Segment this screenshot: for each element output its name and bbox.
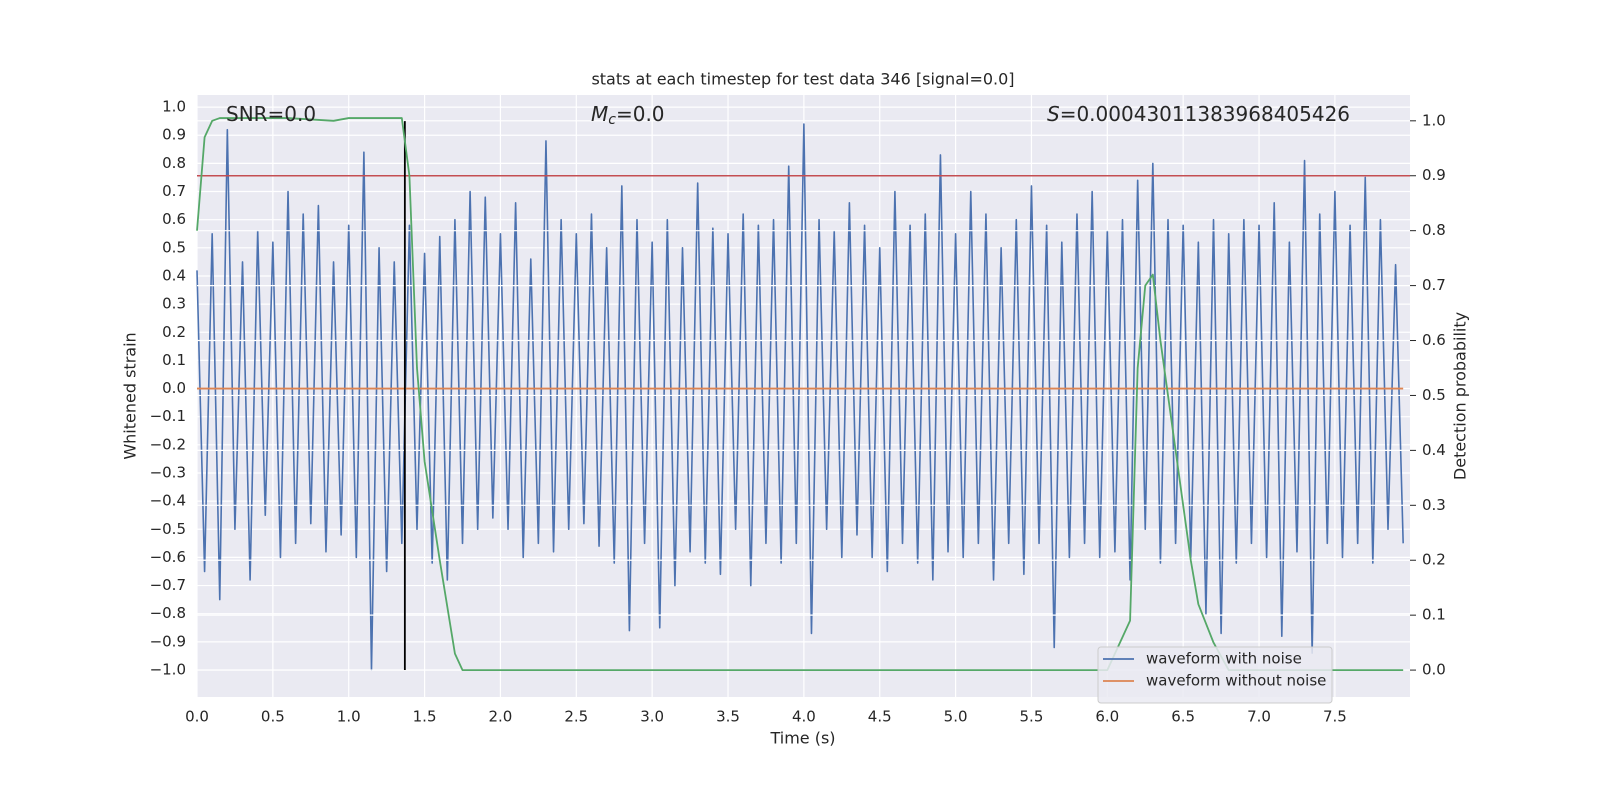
- annotation-symbol: S: [1047, 102, 1060, 126]
- x-axis-label: Time (s): [769, 729, 835, 748]
- x-tick-label: 0.0: [185, 708, 209, 726]
- annotation: S=0.00043011383968405426: [1047, 102, 1350, 126]
- y-tick-label: −0.5: [150, 520, 186, 538]
- y2-tick-label: 0.0: [1422, 661, 1446, 679]
- y2-tick-label: 1.0: [1422, 111, 1446, 129]
- x-tick-label: 3.0: [640, 708, 664, 726]
- x-tick-label: 1.5: [413, 708, 437, 726]
- y2-axis-label: Detection probability: [1451, 312, 1470, 480]
- y-tick-label: −0.1: [150, 407, 186, 425]
- y2-tick-label: 0.8: [1422, 221, 1446, 239]
- y-tick-label: 0.4: [162, 266, 186, 284]
- annotation-text: =0.00043011383968405426: [1060, 102, 1350, 126]
- legend-box: [1097, 646, 1333, 704]
- legend-label: waveform with noise: [1146, 650, 1302, 668]
- y-tick-label: 0.6: [162, 210, 186, 228]
- x-tick-label: 6.5: [1171, 708, 1195, 726]
- y-tick-label: 0.5: [162, 238, 186, 256]
- y-tick-label: 0.9: [162, 126, 186, 144]
- x-tick-label: 6.0: [1095, 708, 1119, 726]
- annotation: Mc=0.0: [591, 102, 665, 129]
- annotation-subscript: c: [608, 112, 616, 128]
- x-tick-label: 5.5: [1020, 708, 1044, 726]
- x-tick-label: 3.5: [716, 708, 740, 726]
- x-tick-label: 0.5: [261, 708, 285, 726]
- legend-label: waveform without noise: [1146, 672, 1326, 690]
- x-tick-label: 7.5: [1323, 708, 1347, 726]
- y-tick-label: 0.7: [162, 182, 186, 200]
- x-tick-label: 4.5: [868, 708, 892, 726]
- y2-tick-label: 0.5: [1422, 386, 1446, 404]
- y-axis-label: Whitened strain: [121, 332, 140, 459]
- y-tick-label: 0.8: [162, 154, 186, 172]
- x-tick-label: 7.0: [1247, 708, 1271, 726]
- y2-tick-label: 0.1: [1422, 606, 1446, 624]
- y2-tick-label: 0.4: [1422, 441, 1446, 459]
- y2-tick-label: 0.3: [1422, 496, 1446, 514]
- x-tick-label: 5.0: [944, 708, 968, 726]
- annotation-text: =0.0: [616, 102, 665, 126]
- y-tick-label: 0.2: [162, 323, 186, 341]
- y-tick-label: 0.1: [162, 351, 186, 369]
- annotation: SNR=0.0: [226, 102, 316, 126]
- y-tick-label: −1.0: [150, 660, 186, 678]
- x-tick-label: 1.0: [337, 708, 361, 726]
- y-tick-label: −0.6: [150, 548, 186, 566]
- y-tick-label: −0.8: [150, 604, 186, 622]
- y2-tick-label: 0.9: [1422, 166, 1446, 184]
- x-tick-label: 2.0: [489, 708, 513, 726]
- y-tick-label: 0.0: [162, 379, 186, 397]
- x-tick-label: 2.5: [564, 708, 588, 726]
- chart-title: stats at each timestep for test data 346…: [591, 70, 1014, 89]
- y-tick-label: 0.3: [162, 295, 186, 313]
- y-tick-label: −0.2: [150, 435, 186, 453]
- y2-tick-label: 0.6: [1422, 331, 1446, 349]
- annotation-text: SNR=0.0: [226, 102, 316, 126]
- series-line: [196, 123, 1404, 671]
- y2-tick-label: 0.2: [1422, 551, 1446, 569]
- y-tick-label: −0.7: [150, 576, 186, 594]
- y-tick-label: −0.4: [150, 492, 186, 510]
- x-tick-label: 4.0: [792, 708, 816, 726]
- annotation-symbol: M: [591, 102, 608, 126]
- series-line: [196, 117, 1404, 671]
- y2-tick-label: 0.7: [1422, 276, 1446, 294]
- y-tick-label: −0.9: [150, 632, 186, 650]
- y-tick-label: 1.0: [162, 98, 186, 116]
- y-tick-label: −0.3: [150, 463, 186, 481]
